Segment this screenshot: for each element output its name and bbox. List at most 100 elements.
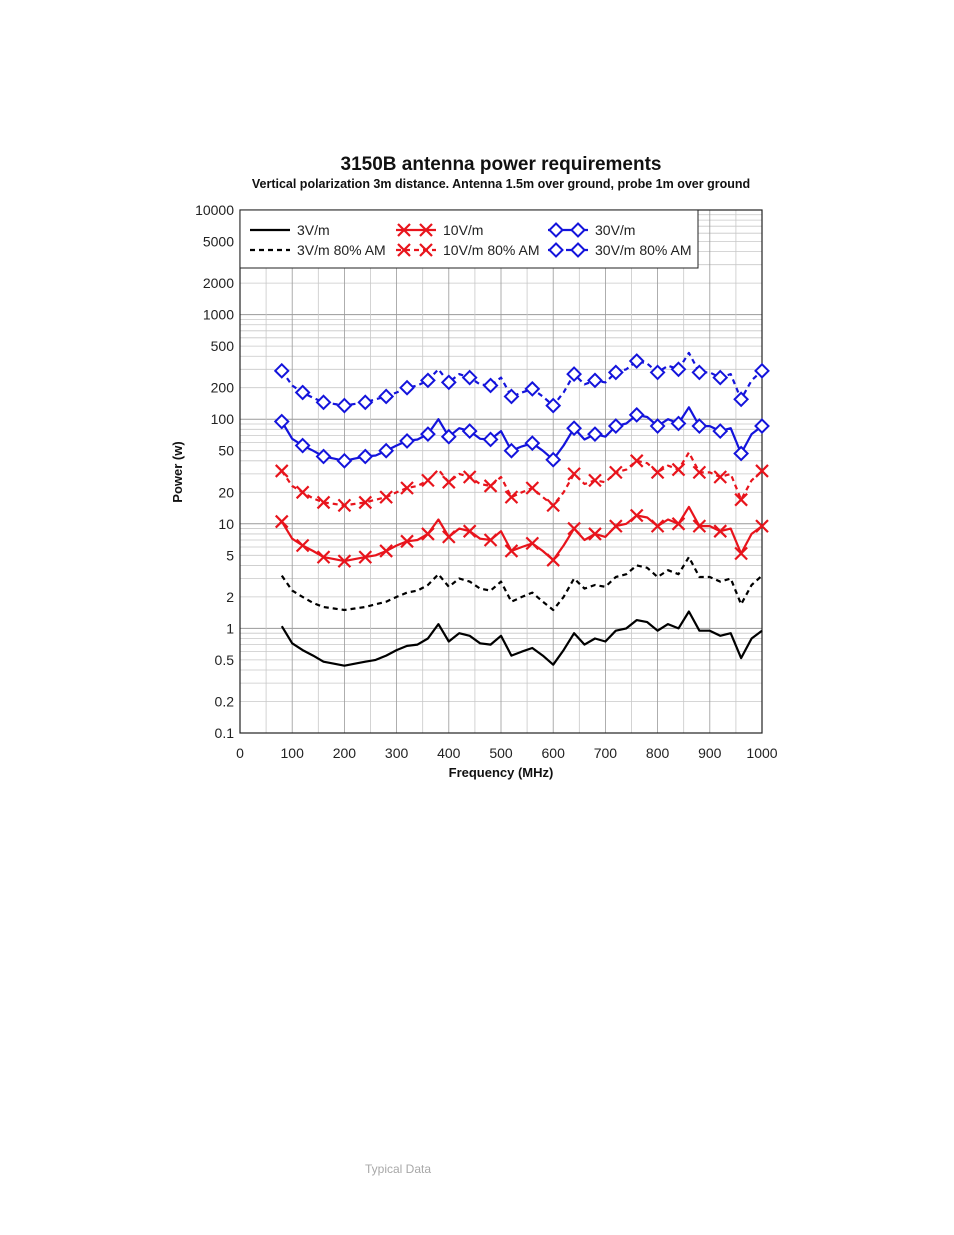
data-point-marker <box>712 423 729 439</box>
data-point-marker <box>588 473 602 488</box>
y-tick-label: 100 <box>211 411 235 427</box>
data-point-marker <box>358 495 373 510</box>
data-point-marker <box>525 481 540 495</box>
data-point-marker <box>691 418 708 434</box>
data-point-marker <box>400 481 414 495</box>
data-point-marker <box>546 553 560 567</box>
data-point-marker <box>524 380 541 397</box>
data-point-marker <box>504 544 519 558</box>
y-tick-label: 500 <box>211 338 235 354</box>
x-tick-label: 900 <box>698 745 722 761</box>
data-point-marker <box>442 530 456 544</box>
data-point-marker <box>566 366 582 382</box>
legend-marker <box>397 223 411 237</box>
data-point-marker <box>399 433 415 449</box>
data-point-marker <box>295 538 310 553</box>
data-point-marker <box>734 492 748 507</box>
y-axis-label: Power (w) <box>170 441 185 502</box>
data-point-marker <box>295 485 310 500</box>
data-point-marker <box>442 475 456 489</box>
legend-marker <box>548 222 564 238</box>
legend-label: 3V/m 80% AM <box>297 242 386 258</box>
data-point-marker <box>440 374 457 391</box>
series-layer <box>273 351 770 667</box>
data-point-marker <box>357 448 374 465</box>
data-point-marker <box>629 454 644 468</box>
x-tick-label: 1000 <box>746 745 777 761</box>
x-axis-ticks: 0 100 200 300 400 500 600 700 800 900 1000 <box>236 745 778 761</box>
data-point-marker <box>691 364 708 381</box>
data-point-marker <box>692 519 707 533</box>
data-point-marker <box>607 418 624 434</box>
data-point-marker <box>587 426 603 443</box>
y-tick-label: 20 <box>218 484 234 500</box>
data-point-marker <box>567 521 581 536</box>
series-2 <box>274 505 769 568</box>
data-point-marker <box>461 423 478 439</box>
y-axis-ticks: 10000 5000 2000 1000 500 200 100 50 20 10 5 2 1 0.5 0.… <box>195 202 234 741</box>
y-tick-label: 2000 <box>203 275 234 291</box>
y-tick-label: 1 <box>226 620 234 636</box>
y-tick-label: 0.5 <box>215 652 235 668</box>
legend-marker <box>419 223 433 237</box>
caption: Typical Data <box>365 1162 432 1176</box>
series-line <box>280 505 763 563</box>
data-point-marker <box>399 379 415 396</box>
y-tick-label: 200 <box>211 380 235 396</box>
data-point-marker <box>379 544 393 558</box>
data-point-marker <box>483 533 498 547</box>
data-point-marker <box>713 524 728 538</box>
data-point-marker <box>420 426 436 443</box>
data-point-marker <box>733 445 750 462</box>
data-point-marker <box>609 465 623 480</box>
data-point-marker <box>671 517 686 531</box>
legend-label: 10V/m <box>443 222 483 238</box>
x-tick-label: 400 <box>437 745 461 761</box>
x-tick-label: 0 <box>236 745 244 761</box>
legend-marker <box>570 222 586 238</box>
y-tick-label: 10 <box>218 516 234 532</box>
legend-label: 30V/m <box>595 222 635 238</box>
data-point-marker <box>546 498 560 513</box>
legend-marker <box>548 242 564 258</box>
series-1 <box>280 555 763 612</box>
data-point-marker <box>712 369 729 386</box>
data-point-marker <box>628 353 645 369</box>
y-tick-label: 2 <box>226 589 234 605</box>
legend-box <box>239 209 699 269</box>
data-point-marker <box>462 524 477 538</box>
legend: 3V/m 3V/m 80% AM 10V/m 10V/m 80% AM 30V/m 30V… <box>239 209 699 269</box>
legend-marker <box>570 242 586 258</box>
data-point-marker <box>755 519 769 533</box>
data-point-marker <box>378 442 395 459</box>
data-point-marker <box>713 470 728 484</box>
data-point-marker <box>336 397 353 414</box>
legend-label: 10V/m 80% AM <box>443 242 540 258</box>
data-point-marker <box>357 394 374 411</box>
data-point-marker <box>337 498 352 513</box>
data-point-marker <box>566 420 582 437</box>
data-point-marker <box>421 473 435 488</box>
data-point-marker <box>755 464 769 478</box>
data-point-marker <box>482 431 499 448</box>
x-tick-label: 700 <box>594 745 618 761</box>
data-point-marker <box>525 536 540 551</box>
legend-marker <box>397 243 411 257</box>
data-point-marker <box>461 369 478 386</box>
legend-item: 3V/m <box>250 222 330 238</box>
data-point-marker <box>294 384 311 401</box>
series-5 <box>273 351 770 414</box>
series-3 <box>274 451 769 513</box>
x-tick-label: 800 <box>646 745 670 761</box>
data-point-marker <box>754 362 770 379</box>
legend-label: 3V/m <box>297 222 330 238</box>
data-point-marker <box>482 377 499 394</box>
data-point-marker <box>650 465 665 480</box>
data-point-marker <box>379 490 393 504</box>
legend-marker <box>419 243 433 257</box>
x-tick-label: 300 <box>385 745 409 761</box>
data-point-marker <box>649 364 666 381</box>
data-point-marker <box>315 448 332 465</box>
data-point-marker <box>273 362 290 379</box>
